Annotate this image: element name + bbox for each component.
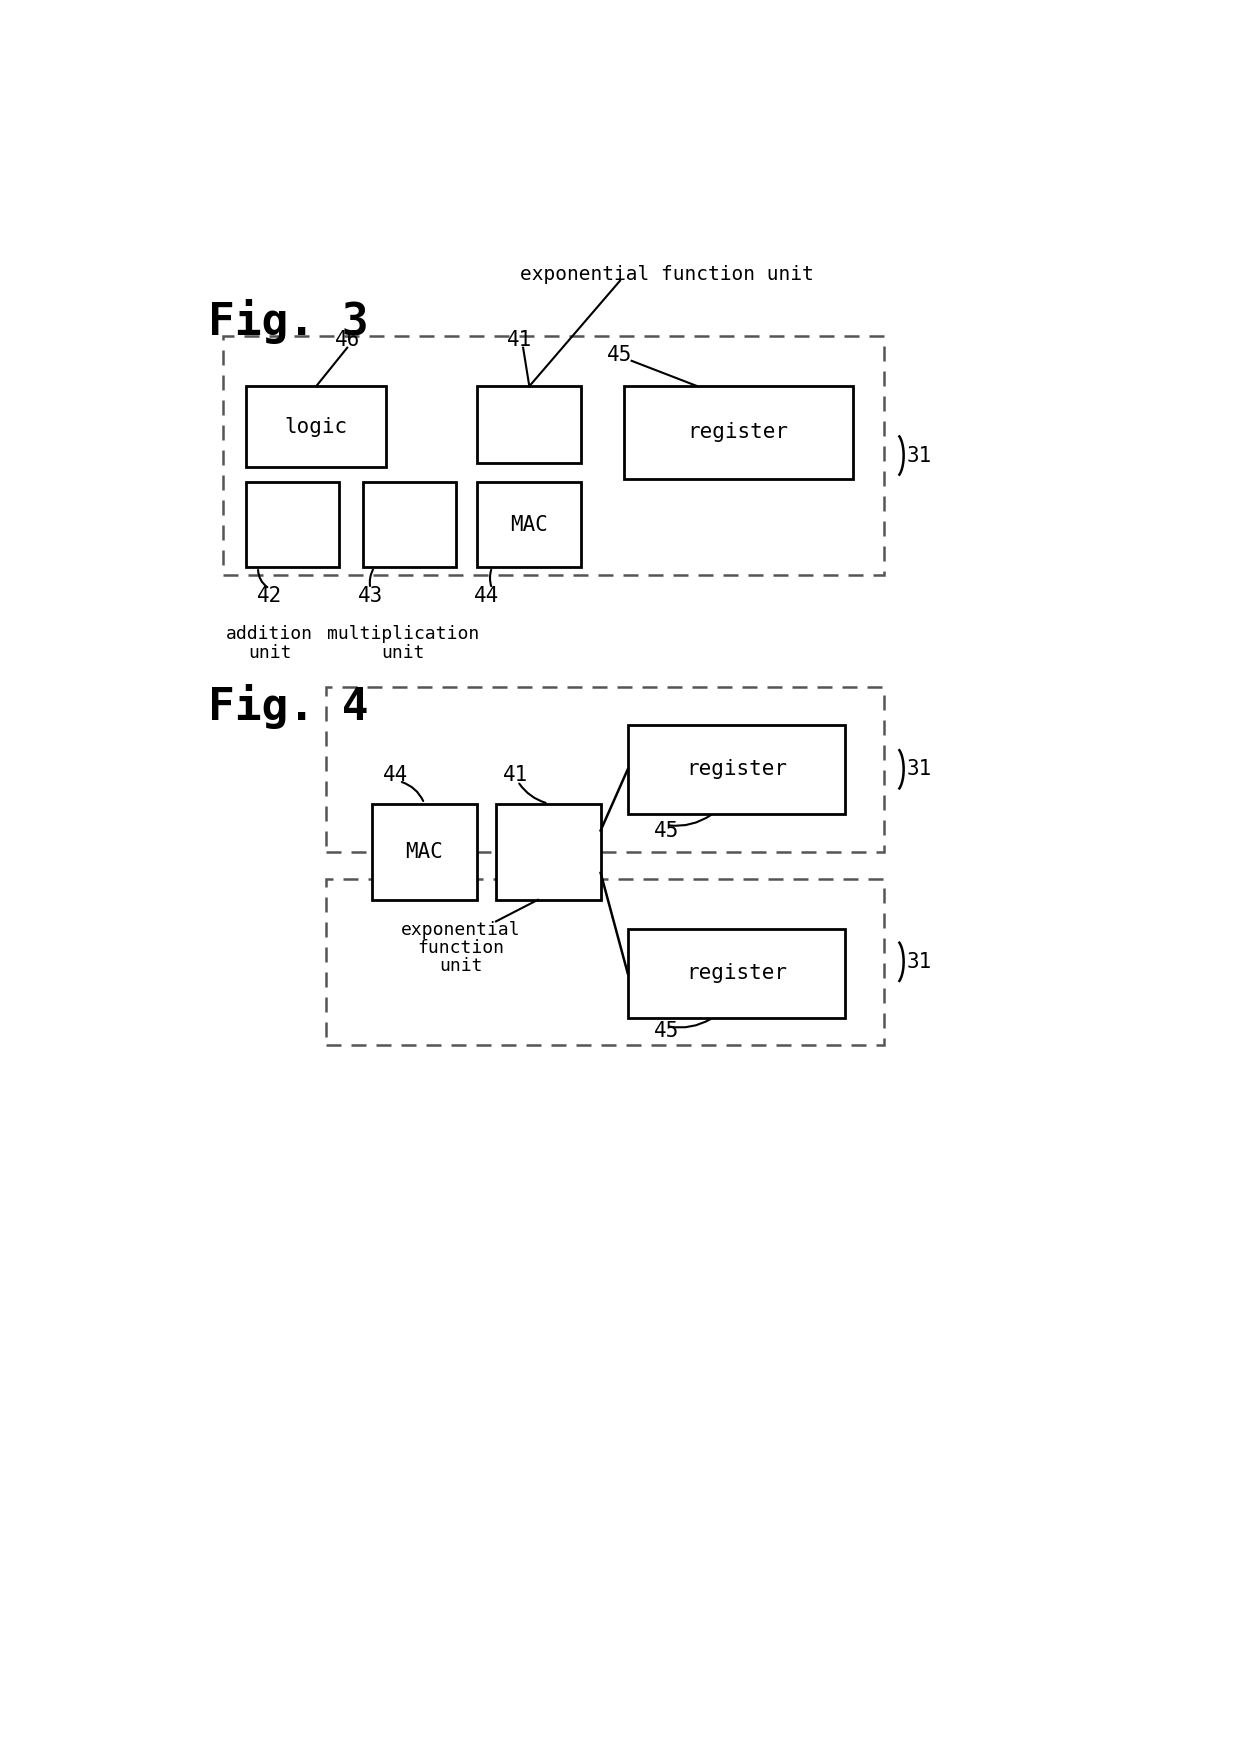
Text: Fig. 4: Fig. 4	[207, 684, 368, 729]
Bar	[247, 483, 340, 567]
Bar	[627, 929, 844, 1018]
Text: 31: 31	[908, 446, 932, 465]
Bar	[223, 337, 883, 574]
Bar	[627, 724, 844, 814]
Text: multiplication: multiplication	[327, 626, 479, 643]
Text: 41: 41	[502, 765, 528, 786]
Bar	[363, 483, 456, 567]
Text: 45: 45	[653, 821, 680, 840]
Bar	[325, 687, 883, 853]
Text: MAC: MAC	[510, 515, 548, 536]
Bar	[372, 803, 476, 900]
Bar	[496, 803, 600, 900]
Text: 43: 43	[358, 587, 383, 606]
Text: exponential: exponential	[402, 922, 521, 939]
Text: 31: 31	[908, 759, 932, 779]
Text: register: register	[688, 423, 789, 442]
Text: 44: 44	[383, 765, 408, 786]
Text: unit: unit	[439, 957, 482, 974]
Text: register: register	[686, 759, 786, 779]
Bar	[476, 483, 582, 567]
Text: MAC: MAC	[405, 842, 443, 862]
Bar	[325, 879, 883, 1045]
Text: logic: logic	[285, 416, 347, 437]
Bar	[247, 386, 386, 467]
Text: 46: 46	[335, 329, 360, 351]
Text: function: function	[418, 939, 505, 957]
Bar	[624, 386, 853, 479]
Text: 41: 41	[507, 329, 532, 351]
Text: addition: addition	[226, 626, 314, 643]
Bar	[476, 386, 582, 463]
Text: 45: 45	[608, 345, 632, 365]
Text: 44: 44	[474, 587, 500, 606]
Text: unit: unit	[248, 645, 291, 663]
Text: 31: 31	[908, 951, 932, 973]
Text: unit: unit	[381, 645, 425, 663]
Text: exponential function unit: exponential function unit	[520, 264, 813, 284]
Text: 45: 45	[653, 1022, 680, 1041]
Text: Fig. 3: Fig. 3	[207, 300, 368, 344]
Text: register: register	[686, 964, 786, 983]
Text: 42: 42	[257, 587, 283, 606]
